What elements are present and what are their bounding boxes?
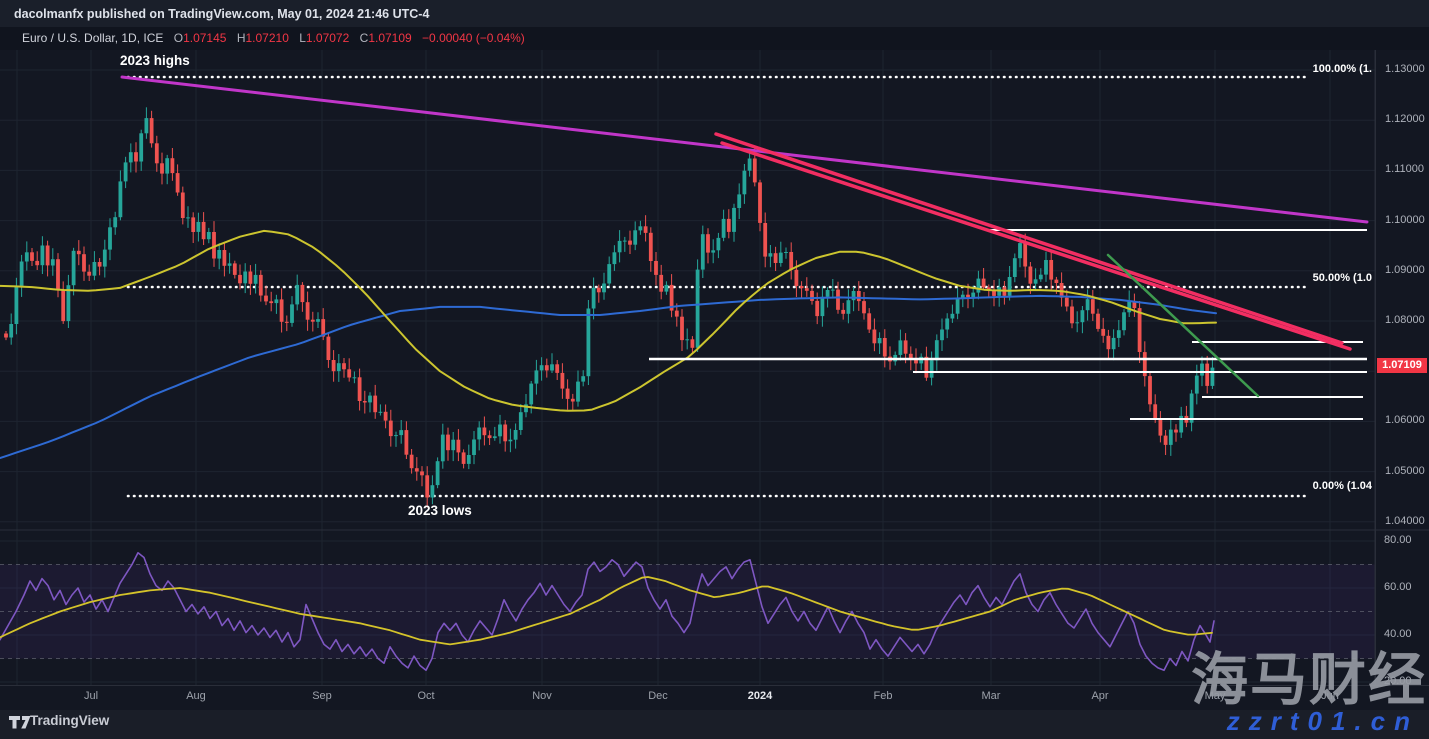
- rsi-axis-label: 80.00: [1384, 534, 1412, 546]
- tradingview-logo-icon[interactable]: [9, 716, 31, 729]
- open-label: O: [173, 31, 184, 45]
- watermark-url: zzrt01.cn: [1226, 706, 1419, 736]
- footer-bar: [0, 710, 1429, 739]
- ma-blue-line: [0, 294, 1217, 459]
- time-axis-label: Aug: [186, 690, 206, 702]
- rsi-axis-label: 60.00: [1384, 581, 1412, 593]
- fib-level-label: 100.00% (1.: [1312, 63, 1372, 75]
- fib-level-label: 0.00% (1.04: [1312, 480, 1372, 492]
- time-axis-label: Dec: [648, 690, 668, 702]
- price-axis-label: 1.12000: [1385, 113, 1425, 125]
- price-axis-label: 1.13000: [1385, 63, 1425, 75]
- highs-annotation[interactable]: 2023 highs: [120, 53, 190, 68]
- time-axis-label: 2024: [747, 690, 773, 702]
- high-label: H: [236, 31, 246, 45]
- time-axis-label: Oct: [417, 690, 435, 702]
- time-axis-label: Mar: [981, 690, 1001, 702]
- time-axis-label: Jul: [83, 690, 99, 702]
- time-axis-label: May: [1204, 690, 1226, 702]
- green-steep-trendline: [1106, 253, 1260, 398]
- price-axis-label: 1.09000: [1385, 264, 1425, 276]
- price-axis-label: 1.04000: [1385, 515, 1425, 527]
- price-axis-label: 1.11000: [1385, 163, 1424, 175]
- price-axis-label: 1.08000: [1385, 314, 1425, 326]
- close-label: C: [359, 31, 369, 45]
- price-axis[interactable]: 1.13000 1.12000 1.11000 1.10000 1.09000 1.080…: [1375, 50, 1429, 710]
- low-label: L: [299, 31, 306, 45]
- publish-text: dacolmanfx published on TradingView.com,…: [14, 7, 430, 21]
- fib-level-label: 50.00% (1.0: [1312, 272, 1372, 284]
- time-axis-label: Feb: [873, 690, 893, 702]
- change-value: −0.00040 (−0.04%): [422, 31, 525, 45]
- time-axis-label: Nov: [532, 690, 552, 702]
- candlestick-series: [4, 107, 1215, 508]
- pink-channel-upper: [714, 132, 1344, 345]
- rsi-ma-line: [0, 576, 1213, 646]
- symbol-ohlc-row[interactable]: Euro / U.S. Dollar, 1D, ICE O1.07145 H1.…: [22, 31, 525, 45]
- rsi-line: [0, 551, 1215, 672]
- symbol-bar: [0, 27, 1429, 50]
- open-value: 1.07145: [183, 31, 227, 45]
- low-value: 1.07072: [305, 31, 350, 45]
- symbol-title[interactable]: Euro / U.S. Dollar, 1D, ICE: [22, 31, 164, 45]
- watermark-cn: 海马财经: [1191, 648, 1427, 712]
- price-axis-label: 1.05000: [1385, 465, 1425, 477]
- time-axis-label: Jun: [1321, 690, 1339, 702]
- rsi-axis-label: 20.00: [1384, 675, 1412, 687]
- high-value: 1.07210: [245, 31, 289, 45]
- time-axis-label: Sep: [312, 690, 332, 702]
- publish-bar: [0, 0, 1429, 27]
- price-axis-label: 1.10000: [1385, 214, 1425, 226]
- rsi-axis-label: 40.00: [1384, 628, 1412, 640]
- lows-annotation[interactable]: 2023 lows: [408, 503, 472, 518]
- ma-yellow-line: [0, 229, 1217, 412]
- time-axis[interactable]: [0, 685, 1429, 711]
- close-value: 1.07109: [368, 31, 412, 45]
- time-axis-label: Apr: [1091, 690, 1109, 702]
- price-axis-label: 1.06000: [1385, 414, 1425, 426]
- tradingview-brand-text[interactable]: TradingView: [30, 713, 110, 728]
- last-price-label: 1.07109: [1377, 358, 1427, 373]
- pink-channel-lower: [720, 141, 1352, 351]
